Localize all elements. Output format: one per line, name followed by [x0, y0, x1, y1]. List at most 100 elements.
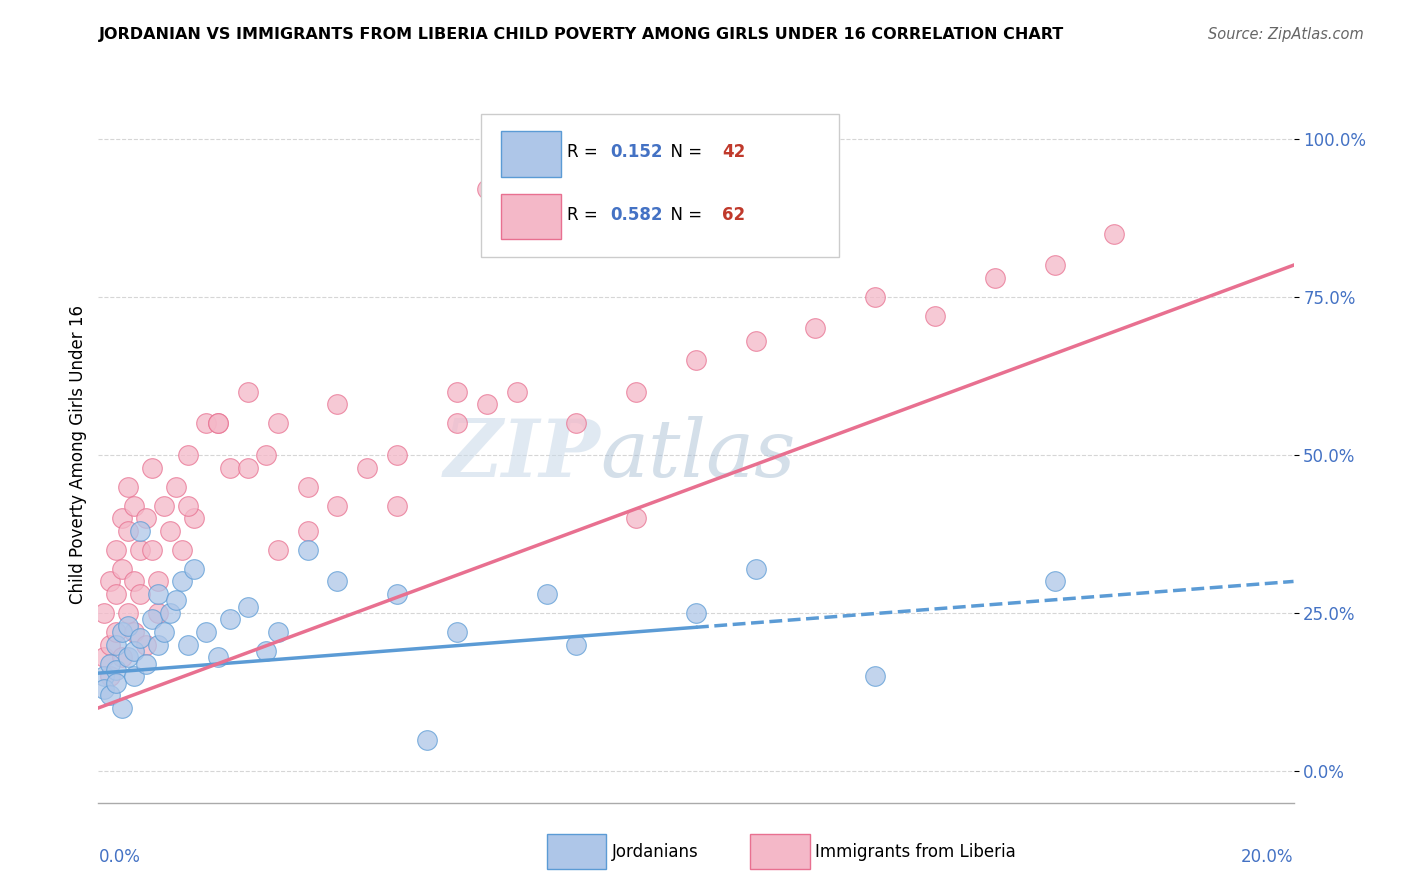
- FancyBboxPatch shape: [547, 834, 606, 869]
- Point: [105, 542, 128, 557]
- FancyBboxPatch shape: [749, 834, 810, 869]
- Point: [177, 638, 200, 652]
- Text: N =: N =: [661, 144, 707, 161]
- Point: [385, 499, 409, 513]
- Point: [124, 625, 146, 640]
- Point: [804, 321, 827, 335]
- Point: [111, 511, 134, 525]
- Point: [183, 562, 205, 576]
- Text: atlas: atlas: [600, 417, 796, 493]
- Point: [297, 479, 319, 493]
- Point: [254, 448, 277, 462]
- Text: 20.0%: 20.0%: [1241, 848, 1294, 866]
- Point: [685, 606, 707, 620]
- Text: R =: R =: [567, 206, 603, 224]
- Point: [153, 625, 176, 640]
- Point: [865, 290, 887, 304]
- Point: [183, 511, 205, 525]
- Point: [297, 524, 319, 538]
- Text: Source: ZipAtlas.com: Source: ZipAtlas.com: [1208, 27, 1364, 42]
- Y-axis label: Child Poverty Among Girls Under 16: Child Poverty Among Girls Under 16: [69, 305, 87, 605]
- Point: [93, 650, 115, 665]
- Point: [129, 542, 152, 557]
- Point: [111, 562, 134, 576]
- Point: [105, 663, 128, 677]
- Point: [105, 625, 128, 640]
- Point: [194, 625, 218, 640]
- Point: [105, 587, 128, 601]
- Point: [236, 460, 259, 475]
- Point: [385, 587, 409, 601]
- Point: [172, 542, 194, 557]
- Point: [685, 353, 707, 368]
- Point: [267, 542, 290, 557]
- Point: [924, 309, 946, 323]
- Text: Jordanians: Jordanians: [612, 843, 699, 861]
- Point: [267, 625, 290, 640]
- Point: [148, 587, 170, 601]
- Point: [117, 606, 139, 620]
- Point: [124, 669, 146, 683]
- Point: [177, 448, 200, 462]
- Point: [446, 625, 468, 640]
- Point: [983, 270, 1005, 285]
- Point: [207, 417, 229, 431]
- Text: N =: N =: [661, 206, 707, 224]
- Text: 42: 42: [723, 144, 745, 161]
- Point: [172, 574, 194, 589]
- FancyBboxPatch shape: [501, 194, 561, 239]
- Point: [207, 417, 229, 431]
- Point: [219, 612, 242, 626]
- Point: [446, 384, 468, 399]
- Point: [865, 669, 887, 683]
- Point: [356, 460, 378, 475]
- FancyBboxPatch shape: [501, 131, 561, 177]
- Text: Immigrants from Liberia: Immigrants from Liberia: [815, 843, 1017, 861]
- Point: [93, 681, 115, 696]
- Point: [207, 650, 229, 665]
- Point: [124, 499, 146, 513]
- Text: 0.152: 0.152: [610, 144, 662, 161]
- Point: [153, 499, 176, 513]
- Point: [141, 460, 163, 475]
- Point: [624, 511, 647, 525]
- Point: [446, 417, 468, 431]
- Point: [236, 384, 259, 399]
- Point: [326, 574, 349, 589]
- Point: [111, 701, 134, 715]
- Point: [565, 638, 588, 652]
- Point: [1043, 574, 1066, 589]
- Point: [177, 499, 200, 513]
- Point: [148, 638, 170, 652]
- Point: [135, 657, 157, 671]
- Point: [98, 638, 122, 652]
- Point: [506, 384, 529, 399]
- Point: [159, 524, 181, 538]
- Point: [385, 448, 409, 462]
- Point: [124, 574, 146, 589]
- Point: [267, 417, 290, 431]
- Point: [219, 460, 242, 475]
- Point: [624, 384, 647, 399]
- Point: [254, 644, 277, 658]
- Point: [1043, 258, 1066, 272]
- Text: ZIP: ZIP: [443, 417, 600, 493]
- Point: [148, 574, 170, 589]
- Point: [98, 657, 122, 671]
- Text: 0.582: 0.582: [610, 206, 662, 224]
- Point: [129, 524, 152, 538]
- Text: 62: 62: [723, 206, 745, 224]
- Point: [165, 479, 187, 493]
- Text: JORDANIAN VS IMMIGRANTS FROM LIBERIA CHILD POVERTY AMONG GIRLS UNDER 16 CORRELAT: JORDANIAN VS IMMIGRANTS FROM LIBERIA CHI…: [98, 27, 1064, 42]
- Point: [111, 625, 134, 640]
- Point: [117, 650, 139, 665]
- Point: [124, 644, 146, 658]
- Point: [148, 606, 170, 620]
- Point: [1104, 227, 1126, 241]
- Point: [93, 669, 115, 683]
- Point: [111, 650, 134, 665]
- Point: [297, 542, 319, 557]
- Point: [141, 542, 163, 557]
- Point: [475, 182, 498, 196]
- Point: [159, 606, 181, 620]
